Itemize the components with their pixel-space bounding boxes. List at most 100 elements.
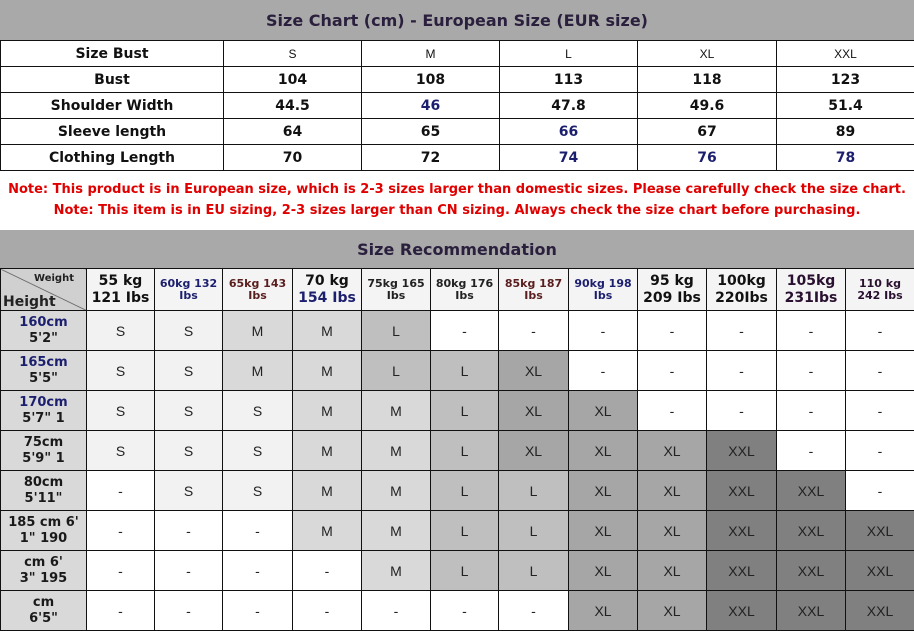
weight-kg: 105kg	[786, 272, 836, 289]
size-cell: M	[361, 550, 431, 591]
measure-value: 49.6	[637, 92, 777, 119]
size-cell: -	[292, 550, 362, 591]
size-chart-table: Size Bust S M L XL XXL Bust 104 108 113 118 123 Shou…	[0, 40, 914, 171]
size-cell: L	[430, 470, 499, 511]
height-label: 160cm 5'2"	[0, 310, 87, 351]
weight-lbs: Ibs	[248, 288, 267, 302]
note-2: Note: This item is in EU sizing, 2-3 siz…	[53, 203, 861, 218]
size-row: Clothing Length 70 72 74 76 78	[0, 144, 914, 171]
measure-value: 47.8	[499, 92, 638, 119]
size-cell: XXL	[706, 590, 777, 631]
measure-label: Bust	[0, 66, 224, 93]
size-cell: S	[154, 470, 223, 511]
size-cell: -	[776, 390, 846, 431]
measure-value: 89	[776, 118, 914, 145]
size-cell: XL	[498, 350, 569, 391]
height-row: 165cm 5'5" S S M M L L XL - - - - -	[0, 350, 914, 391]
size-header-cell: S	[223, 40, 362, 67]
size-cell: XL	[498, 390, 569, 431]
measure-value: 104	[223, 66, 362, 93]
size-cell: XXL	[706, 510, 777, 551]
size-cell: XXL	[845, 510, 914, 551]
weight-header-cell: 95 kg 209 Ibs	[637, 268, 707, 311]
size-cell: -	[154, 510, 223, 551]
size-cell: XXL	[776, 550, 846, 591]
size-cell: L	[430, 510, 499, 551]
height-ft: 6'5"	[29, 610, 58, 626]
size-cell: XL	[568, 590, 638, 631]
size-cell: M	[292, 430, 362, 471]
weight-lbs: Ibs	[455, 288, 474, 302]
weight-kg: 100kg	[717, 272, 766, 289]
size-header-cell: M	[361, 40, 500, 67]
height-cm: 185 cm 6'	[8, 514, 79, 530]
size-cell: L	[430, 390, 499, 431]
size-cell: S	[86, 310, 155, 351]
weight-header-cell: 105kg 231Ibs	[776, 268, 846, 311]
height-label: 75cm 5'9" 1	[0, 430, 87, 471]
size-cell: -	[706, 350, 777, 391]
measure-value: 72	[361, 144, 500, 171]
height-label: 170cm 5'7" 1	[0, 390, 87, 431]
measure-value: 51.4	[776, 92, 914, 119]
height-row: 80cm 5'11" - S S M M L L XL XL XXL XXL -	[0, 470, 914, 511]
height-ft: 5'5"	[29, 370, 58, 386]
measure-value: 113	[499, 66, 638, 93]
size-cell: XXL	[706, 430, 777, 471]
size-cell: M	[361, 510, 431, 551]
size-cell: -	[86, 550, 155, 591]
size-cell: L	[430, 430, 499, 471]
size-cell: M	[361, 430, 431, 471]
height-cm: cm	[32, 594, 55, 610]
size-cell: XL	[637, 430, 707, 471]
weight-lbs: 209 Ibs	[643, 289, 701, 306]
height-label: cm 6' 3" 195	[0, 550, 87, 591]
measure-value: 123	[776, 66, 914, 93]
size-cell: XXL	[845, 550, 914, 591]
size-cell: -	[498, 310, 569, 351]
weight-lbs: Ibs	[386, 288, 406, 302]
weight-axis-label: Weight	[34, 273, 74, 284]
weight-kg: 75kg 165	[367, 276, 425, 290]
height-cm: 80cm	[23, 474, 64, 490]
measure-value: 44.5	[223, 92, 362, 119]
size-cell: -	[430, 310, 499, 351]
measure-value: 64	[223, 118, 362, 145]
size-cell: -	[361, 590, 431, 631]
size-cell: -	[154, 550, 223, 591]
weight-header-cell: 90kg 198 Ibs	[568, 268, 638, 311]
size-row: Shoulder Width 44.5 46 47.8 49.6 51.4	[0, 92, 914, 119]
size-cell: L	[430, 550, 499, 591]
height-row: 185 cm 6' 1" 190- - - M M L L XL XL XXL XXL XXL	[0, 510, 914, 551]
weight-kg: 60kg 132	[159, 276, 218, 290]
size-cell: -	[86, 590, 155, 631]
height-cm: cm 6'	[24, 554, 63, 570]
height-ft: 3" 195	[19, 570, 68, 586]
height-row: 170cm 5'7" 1 S S S M M L XL XL - - - -	[0, 390, 914, 431]
size-cell: -	[845, 390, 914, 431]
measure-label: Clothing Length	[0, 144, 224, 171]
weight-kg: 110 kg	[859, 276, 901, 290]
weight-lbs: 154 Ibs	[298, 289, 356, 306]
height-cm: 75cm	[23, 434, 64, 450]
size-cell: -	[776, 310, 846, 351]
size-cell: S	[86, 390, 155, 431]
weight-header-cell: 70 kg 154 Ibs	[292, 268, 362, 311]
size-cell: XXL	[845, 590, 914, 631]
size-header-cell: XL	[637, 40, 777, 67]
size-cell: XL	[637, 470, 707, 511]
size-cell: S	[154, 310, 223, 351]
size-cell: XL	[568, 390, 638, 431]
weight-lbs: 220Ibs	[715, 289, 768, 306]
weight-kg: 65kg 143	[228, 276, 287, 290]
height-label: 80cm 5'11"	[0, 470, 87, 511]
weight-lbs: Ibs	[179, 288, 198, 302]
size-cell: S	[154, 390, 223, 431]
measure-value: 74	[499, 144, 638, 171]
size-row: Bust 104 108 113 118 123	[0, 66, 914, 93]
size-cell: M	[222, 310, 293, 351]
size-cell: XXL	[706, 470, 777, 511]
height-label: 165cm 5'5"	[0, 350, 87, 391]
size-cell: -	[845, 350, 914, 391]
size-cell: -	[222, 510, 293, 551]
